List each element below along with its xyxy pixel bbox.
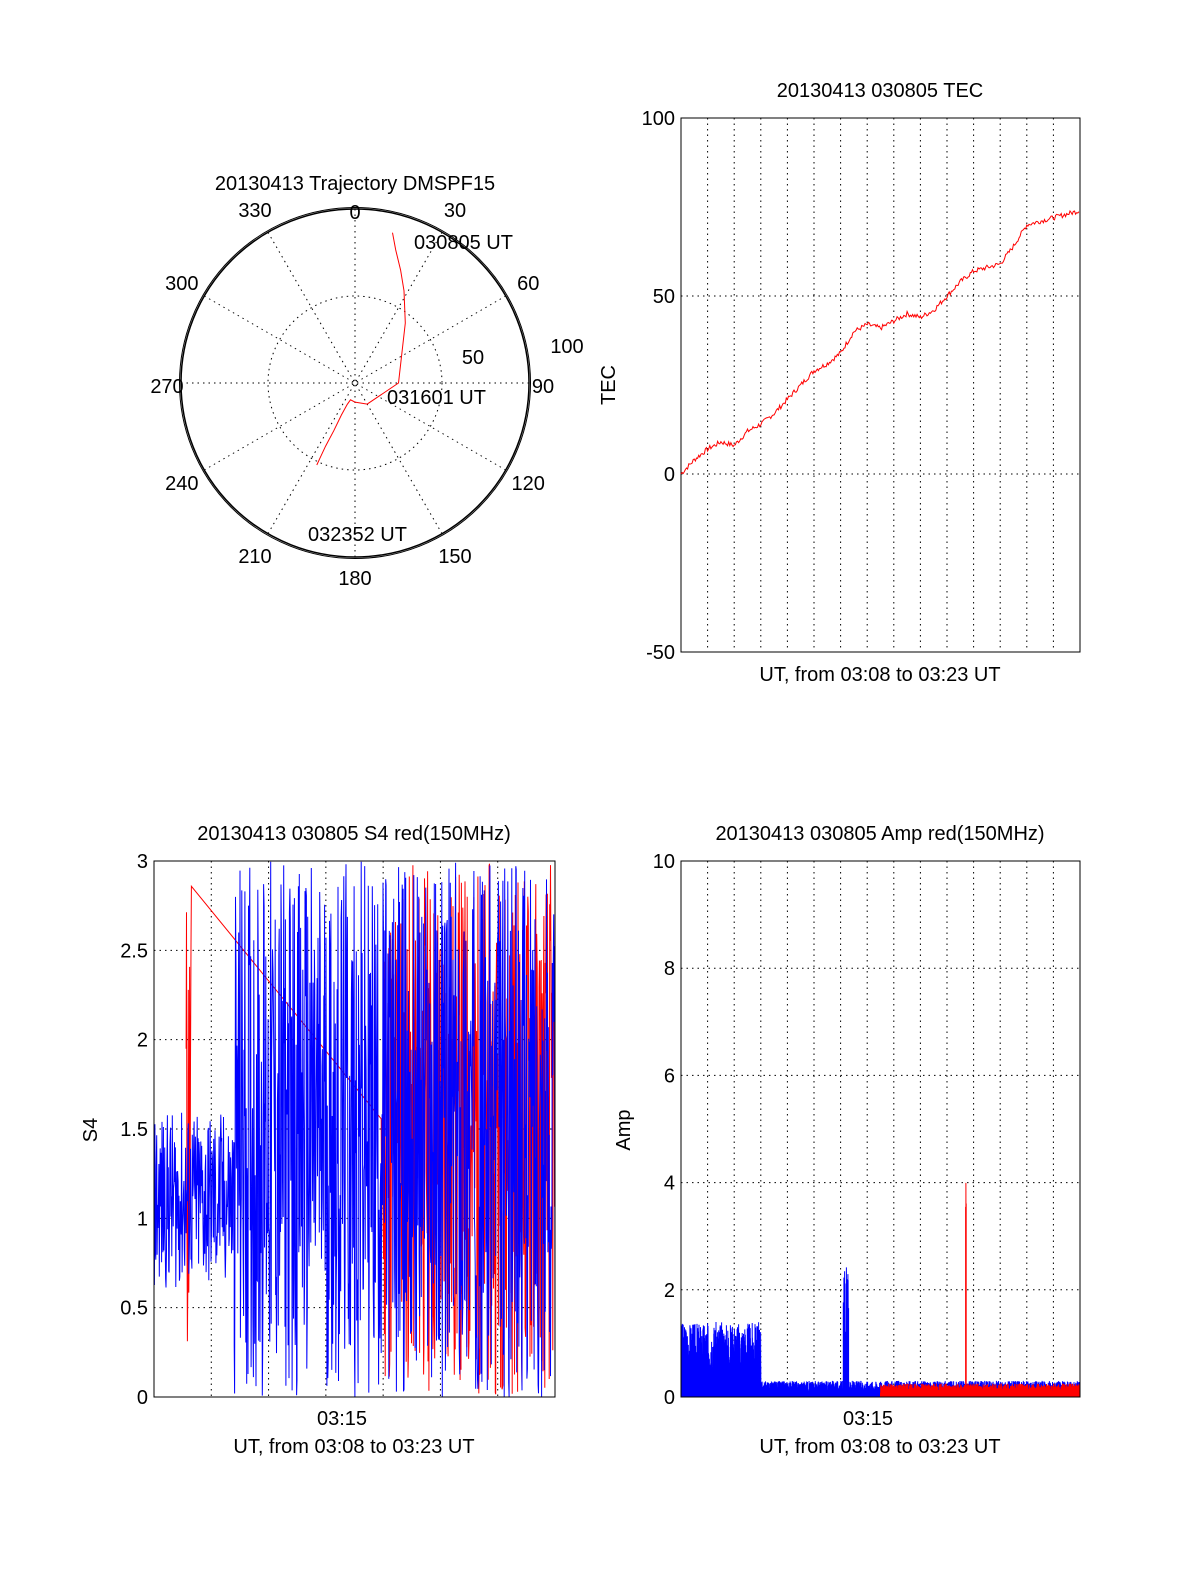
polar-angle-label: 300 [165,273,198,295]
polar-ring-50 [267,295,443,471]
tec-y-tick-labels: 100 50 0 -50 [642,108,675,664]
tec-series-line [680,209,1080,475]
y-tick-label: -50 [646,642,675,664]
amp-series-line [880,1182,1081,1398]
y-tick-label: 0 [137,1387,148,1409]
polar-grid [181,209,529,557]
amp-xlabel: UT, from 03:08 to 03:23 UT [759,1436,1000,1458]
polar-title: 20130413 Trajectory DMSPF15 [215,173,495,195]
y-tick-label: 1.5 [120,1119,148,1141]
y-tick-label: 2 [137,1030,148,1052]
polar-angle-label: 330 [238,200,271,222]
amp-ylabel: Amp [613,1109,635,1150]
amp-series [680,1182,1081,1398]
polar-angle-label: 120 [512,473,545,495]
polar-angle-label: 90 [532,376,554,398]
s4-xtick-label: 03:15 [317,1408,367,1430]
polar-outer-circle-outline [179,207,531,559]
polar-spoke-line [267,232,443,534]
polar-outer-circle [180,208,530,558]
s4-plot: 20130413 030805 S4 red(150MHz) 3 2.5 2 1.5 1… [80,823,556,1458]
polar-radius-label-100: 100 [550,336,583,358]
polar-angle-label: 180 [338,568,371,590]
polar-angle-label: 240 [165,473,198,495]
amp-frame [680,860,1081,1398]
tec-xlabel: UT, from 03:08 to 03:23 UT [759,664,1000,686]
s4-series-line [153,861,556,1397]
polar-angle-label: 210 [238,546,271,568]
polar-plot: 20130413 Trajectory DMSPF15 0 30 60 90 120 15… [150,173,583,590]
y-tick-label: 10 [653,851,675,873]
polar-annotation-end: 032352 UT [308,524,407,546]
polar-angle-label: 0 [349,202,360,224]
polar-spoke-line [267,232,443,534]
polar-radius-label-50: 50 [462,347,484,369]
y-tick-label: 8 [664,958,675,980]
polar-angle-label: 150 [438,546,471,568]
y-tick-label: 100 [642,108,675,130]
amp-title: 20130413 030805 Amp red(150MHz) [715,823,1044,845]
y-tick-label: 1 [137,1208,148,1230]
y-tick-label: 2 [664,1280,675,1302]
y-tick-label: 6 [664,1065,675,1087]
s4-frame [153,860,556,1398]
y-tick-label: 0 [664,464,675,486]
amp-series-line [680,1267,1081,1398]
amp-xtick-label: 03:15 [843,1408,893,1430]
tec-frame [680,117,1081,653]
tec-plot: 20130413 030805 TEC 100 50 0 -50 TEC UT, fr… [598,80,1081,686]
amp-grid [681,861,1080,1397]
polar-spoke-line [204,295,506,471]
s4-y-tick-labels: 3 2.5 2 1.5 1 0.5 0 [120,851,148,1409]
polar-track-line [316,232,406,466]
tec-grid [681,118,1080,652]
y-tick-label: 2.5 [120,940,148,962]
polar-annotation-mid: 031601 UT [387,387,486,409]
s4-title: 20130413 030805 S4 red(150MHz) [197,823,511,845]
y-tick-label: 4 [664,1173,675,1195]
s4-ylabel: S4 [80,1118,102,1142]
polar-angle-labels: 0 30 60 90 120 150 180 210 240 270 300 330 [150,200,554,590]
polar-angle-label: 60 [517,273,539,295]
tec-ylabel: TEC [598,365,620,405]
s4-series [153,861,556,1397]
polar-spoke-line [204,295,506,471]
polar-angle-label: 30 [444,200,466,222]
y-tick-label: 0 [664,1387,675,1409]
y-tick-label: 50 [653,286,675,308]
tec-title: 20130413 030805 TEC [777,80,983,102]
amp-y-tick-labels: 10 8 6 4 2 0 [653,851,675,1409]
polar-annotation-start: 030805 UT [414,232,513,254]
s4-xlabel: UT, from 03:08 to 03:23 UT [233,1436,474,1458]
polar-angle-label: 270 [150,376,183,398]
amp-plot: 20130413 030805 Amp red(150MHz) 1086420 … [613,823,1081,1458]
y-tick-label: 0.5 [120,1298,148,1320]
y-tick-label: 3 [137,851,148,873]
